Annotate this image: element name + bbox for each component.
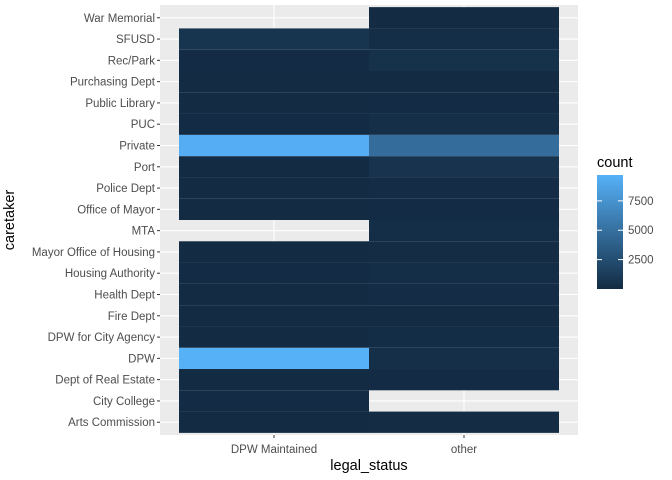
- heatmap-cell: [369, 156, 559, 178]
- heatmap-cell: [179, 70, 369, 93]
- y-tick-label: Fire Dept: [108, 311, 156, 323]
- y-tick-label: DPW for City Agency: [48, 332, 156, 344]
- legend-tick-label: 5000: [628, 225, 654, 237]
- legend-tick-label: 7500: [628, 196, 654, 208]
- heatmap-cell: [369, 7, 559, 29]
- legend: count 2500 5000 7500: [597, 155, 654, 289]
- y-tick-label: Office of Mayor: [77, 204, 155, 216]
- heatmap-cell: [369, 198, 559, 220]
- heatmap-cell: [179, 28, 369, 50]
- heatmap-cell: [369, 305, 559, 327]
- heatmap-cell: [179, 113, 369, 135]
- heatmap-cell: [179, 156, 369, 178]
- y-tick-label: Police Dept: [96, 183, 156, 195]
- x-axis-title: legal_status: [330, 458, 407, 474]
- heatmap-cell: [179, 411, 369, 433]
- heatmap-cell: [369, 262, 559, 284]
- heatmap-cell: [369, 241, 559, 263]
- y-tick-label: Health Dept: [94, 290, 156, 302]
- y-tick-label: War Memorial: [84, 13, 155, 25]
- y-tick-label: Rec/Park: [108, 55, 156, 67]
- heatmap-cell: [369, 220, 559, 242]
- heatmap-cell: [369, 134, 559, 157]
- y-tick-label: Mayor Office of Housing: [32, 247, 155, 259]
- heatmap-cell: [179, 49, 369, 71]
- legend-title: count: [597, 155, 632, 171]
- legend-tick-label: 2500: [628, 255, 654, 267]
- y-tick-label: Private: [119, 140, 155, 152]
- y-tick-label: Purchasing Dept: [70, 77, 156, 89]
- y-tick-label: Port: [134, 162, 156, 174]
- heatmap-cell: [369, 92, 559, 114]
- heatmap-cell: [369, 326, 559, 348]
- x-tick-label: other: [451, 444, 477, 456]
- heatmap-cell: [369, 70, 559, 93]
- y-tick-label: Public Library: [85, 98, 155, 110]
- heatmap-cell: [179, 305, 369, 327]
- y-tick-label: Dept of Real Estate: [55, 375, 155, 387]
- heatmap-cell: [179, 347, 369, 370]
- y-tick-label: DPW: [128, 353, 155, 365]
- heatmap-cell: [369, 113, 559, 135]
- legend-colorbar: [597, 175, 623, 289]
- heatmap-cell: [369, 177, 559, 199]
- y-tick-label: Housing Authority: [65, 268, 155, 280]
- heatmap-cell: [369, 369, 559, 391]
- heatmap-cell: [369, 347, 559, 370]
- y-tick-label: MTA: [132, 226, 156, 238]
- heatmap-cell: [369, 49, 559, 71]
- y-tick-label: SFUSD: [116, 34, 155, 46]
- y-tick-label: Arts Commission: [68, 417, 155, 429]
- heatmap-cell: [369, 411, 559, 433]
- heatmap-cell: [179, 92, 369, 114]
- x-tick-label: DPW Maintained: [231, 444, 317, 456]
- heatmap-cells: [179, 7, 559, 433]
- y-tick-label: PUC: [131, 119, 155, 131]
- heatmap-cell: [179, 241, 369, 263]
- heatmap-cell: [179, 326, 369, 348]
- y-axis: Arts Commission City College Dept of Real …: [32, 13, 160, 429]
- x-axis: DPW Maintained other: [231, 435, 477, 456]
- heatmap-cell: [179, 177, 369, 199]
- legend-ticks: 2500 5000 7500: [597, 196, 654, 267]
- y-axis-title: caretaker: [2, 190, 18, 251]
- heatmap-cell: [179, 198, 369, 220]
- heatmap-cell: [179, 283, 369, 306]
- y-tick-label: City College: [93, 396, 155, 408]
- heatmap-cell: [369, 283, 559, 306]
- heatmap-cell: [179, 369, 369, 391]
- heatmap-cell: [179, 134, 369, 157]
- heatmap-cell: [179, 262, 369, 284]
- heatmap-cell: [369, 28, 559, 50]
- heatmap-cell: [179, 390, 369, 412]
